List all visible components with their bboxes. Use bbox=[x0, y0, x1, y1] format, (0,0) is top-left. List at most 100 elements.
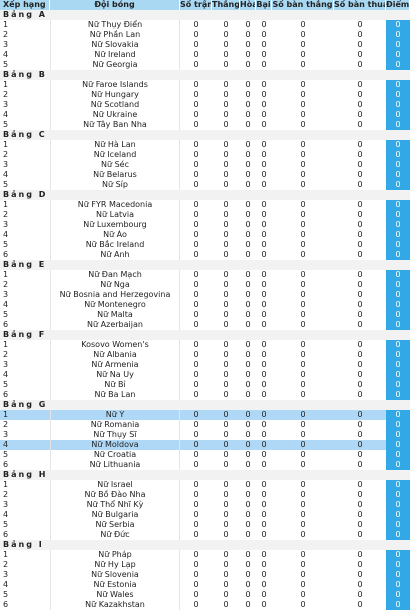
table-row[interactable]: 3 Nữ Slovakia 0 0 0 0 0 0 0 bbox=[0, 40, 410, 50]
header-team[interactable]: Đội bóng bbox=[50, 0, 180, 10]
table-row[interactable]: 5 Nữ Tây Ban Nha 0 0 0 0 0 0 0 bbox=[0, 120, 410, 130]
table-row[interactable]: 1 Nữ FYR Macedonia 0 0 0 0 0 0 0 bbox=[0, 200, 410, 210]
team-name[interactable]: Nữ Na Uy bbox=[50, 370, 180, 380]
team-name[interactable]: Nữ Thổ Nhĩ Kỳ bbox=[50, 500, 180, 510]
table-row[interactable]: 5 Nữ Serbia 0 0 0 0 0 0 0 bbox=[0, 520, 410, 530]
table-row[interactable]: 2 Nữ Nga 0 0 0 0 0 0 0 bbox=[0, 280, 410, 290]
table-row[interactable]: 4 Nữ Belarus 0 0 0 0 0 0 0 bbox=[0, 170, 410, 180]
table-row[interactable]: 3 Nữ Thổ Nhĩ Kỳ 0 0 0 0 0 0 0 bbox=[0, 500, 410, 510]
team-name[interactable]: Nữ Anh bbox=[50, 250, 180, 260]
team-name[interactable]: Nữ Moldova bbox=[50, 440, 180, 450]
team-name[interactable]: Nữ Pháp bbox=[50, 550, 180, 560]
team-name[interactable]: Nữ Faroe Islands bbox=[50, 80, 180, 90]
table-row[interactable]: 2 Nữ Latvia 0 0 0 0 0 0 0 bbox=[0, 210, 410, 220]
table-row[interactable]: 5 Nữ Síp 0 0 0 0 0 0 0 bbox=[0, 180, 410, 190]
table-row[interactable]: 6 Nữ Azerbaijan 0 0 0 0 0 0 0 bbox=[0, 320, 410, 330]
table-row[interactable]: 5 Nữ Georgia 0 0 0 0 0 0 0 bbox=[0, 60, 410, 70]
team-name[interactable]: Nữ Nga bbox=[50, 280, 180, 290]
team-name[interactable]: Nữ Armenia bbox=[50, 360, 180, 370]
team-name[interactable]: Nữ Belarus bbox=[50, 170, 180, 180]
team-name[interactable]: Nữ Ý bbox=[50, 410, 180, 420]
table-row[interactable]: 5 Nữ Malta 0 0 0 0 0 0 0 bbox=[0, 310, 410, 320]
team-name[interactable]: Nữ Đan Mạch bbox=[50, 270, 180, 280]
table-row[interactable]: 4 Nữ Bulgaria 0 0 0 0 0 0 0 bbox=[0, 510, 410, 520]
table-row[interactable]: 1 Nữ Pháp 0 0 0 0 0 0 0 bbox=[0, 550, 410, 560]
table-row[interactable]: 1 Nữ Đan Mạch 0 0 0 0 0 0 0 bbox=[0, 270, 410, 280]
team-name[interactable]: Nữ Hungary bbox=[50, 90, 180, 100]
table-row[interactable]: 2 Nữ Bồ Đào Nha 0 0 0 0 0 0 0 bbox=[0, 490, 410, 500]
table-row[interactable]: 6 Nữ Kazakhstan 0 0 0 0 0 0 0 bbox=[0, 600, 410, 610]
team-name[interactable]: Nữ Ireland bbox=[50, 50, 180, 60]
table-row[interactable]: 6 Nữ Anh 0 0 0 0 0 0 0 bbox=[0, 250, 410, 260]
team-name[interactable]: Nữ Serbia bbox=[50, 520, 180, 530]
table-row[interactable]: 2 Nữ Hungary 0 0 0 0 0 0 0 bbox=[0, 90, 410, 100]
table-row[interactable]: 4 Nữ Moldova 0 0 0 0 0 0 0 bbox=[0, 440, 410, 450]
table-row[interactable]: 1 Nữ Israel 0 0 0 0 0 0 0 bbox=[0, 480, 410, 490]
table-row[interactable]: 3 Nữ Armenia 0 0 0 0 0 0 0 bbox=[0, 360, 410, 370]
team-name[interactable]: Nữ Tây Ban Nha bbox=[50, 120, 180, 130]
team-name[interactable]: Nữ Slovenia bbox=[50, 570, 180, 580]
table-row[interactable]: 6 Nữ Đức 0 0 0 0 0 0 0 bbox=[0, 530, 410, 540]
header-drawn[interactable]: Hòa bbox=[240, 0, 256, 10]
team-name[interactable]: Nữ Albania bbox=[50, 350, 180, 360]
team-name[interactable]: Nữ Scotland bbox=[50, 100, 180, 110]
table-row[interactable]: 2 Nữ Phần Lan 0 0 0 0 0 0 0 bbox=[0, 30, 410, 40]
table-row[interactable]: 3 Nữ Luxembourg 0 0 0 0 0 0 0 bbox=[0, 220, 410, 230]
team-name[interactable]: Nữ Wales bbox=[50, 590, 180, 600]
team-name[interactable]: Nữ Estonia bbox=[50, 580, 180, 590]
table-row[interactable]: 2 Nữ Albania 0 0 0 0 0 0 0 bbox=[0, 350, 410, 360]
header-rank[interactable]: Xếp hạng bbox=[0, 0, 50, 10]
team-name[interactable]: Nữ Israel bbox=[50, 480, 180, 490]
team-name[interactable]: Nữ Kazakhstan bbox=[50, 600, 180, 610]
header-won[interactable]: Thắng bbox=[212, 0, 240, 10]
team-name[interactable]: Nữ Bulgaria bbox=[50, 510, 180, 520]
table-row[interactable]: 3 Nữ Thụy Sĩ 0 0 0 0 0 0 0 bbox=[0, 430, 410, 440]
table-row[interactable]: 4 Nữ Ireland 0 0 0 0 0 0 0 bbox=[0, 50, 410, 60]
table-row[interactable]: 4 Nữ Ukraine 0 0 0 0 0 0 0 bbox=[0, 110, 410, 120]
table-row[interactable]: 3 Nữ Séc 0 0 0 0 0 0 0 bbox=[0, 160, 410, 170]
team-name[interactable]: Nữ Georgia bbox=[50, 60, 180, 70]
team-name[interactable]: Nữ Bỉ bbox=[50, 380, 180, 390]
header-goals-against[interactable]: Số bàn thua bbox=[334, 0, 386, 10]
table-row[interactable]: 5 Nữ Wales 0 0 0 0 0 0 0 bbox=[0, 590, 410, 600]
table-row[interactable]: 5 Nữ Bắc Ireland 0 0 0 0 0 0 0 bbox=[0, 240, 410, 250]
team-name[interactable]: Nữ Azerbaijan bbox=[50, 320, 180, 330]
table-row[interactable]: 1 Nữ Thụy Điển 0 0 0 0 0 0 0 bbox=[0, 20, 410, 30]
team-name[interactable]: Nữ Bosnia and Herzegovina bbox=[50, 290, 180, 300]
team-name[interactable]: Nữ Thụy Sĩ bbox=[50, 430, 180, 440]
team-name[interactable]: Nữ Montenegro bbox=[50, 300, 180, 310]
team-name[interactable]: Nữ Bắc Ireland bbox=[50, 240, 180, 250]
table-row[interactable]: 3 Nữ Scotland 0 0 0 0 0 0 0 bbox=[0, 100, 410, 110]
team-name[interactable]: Nữ Croatia bbox=[50, 450, 180, 460]
team-name[interactable]: Kosovo Women's bbox=[50, 340, 180, 350]
team-name[interactable]: Nữ Slovakia bbox=[50, 40, 180, 50]
team-name[interactable]: Nữ Thụy Điển bbox=[50, 20, 180, 30]
team-name[interactable]: Nữ Hy Lạp bbox=[50, 560, 180, 570]
team-name[interactable]: Nữ Romania bbox=[50, 420, 180, 430]
team-name[interactable]: Nữ Latvia bbox=[50, 210, 180, 220]
team-name[interactable]: Nữ Iceland bbox=[50, 150, 180, 160]
table-row[interactable]: 5 Nữ Bỉ 0 0 0 0 0 0 0 bbox=[0, 380, 410, 390]
team-name[interactable]: Nữ Ba Lan bbox=[50, 390, 180, 400]
team-name[interactable]: Nữ Luxembourg bbox=[50, 220, 180, 230]
table-row[interactable]: 1 Nữ Faroe Islands 0 0 0 0 0 0 0 bbox=[0, 80, 410, 90]
header-played[interactable]: Số trận bbox=[180, 0, 212, 10]
header-points[interactable]: Điểm bbox=[386, 0, 410, 10]
table-row[interactable]: 3 Nữ Bosnia and Herzegovina 0 0 0 0 0 0 0 bbox=[0, 290, 410, 300]
team-name[interactable]: Nữ Phần Lan bbox=[50, 30, 180, 40]
team-name[interactable]: Nữ FYR Macedonia bbox=[50, 200, 180, 210]
table-row[interactable]: 3 Nữ Slovenia 0 0 0 0 0 0 0 bbox=[0, 570, 410, 580]
header-lost[interactable]: Bại bbox=[256, 0, 272, 10]
team-name[interactable]: Nữ Lithuania bbox=[50, 460, 180, 470]
team-name[interactable]: Nữ Ukraine bbox=[50, 110, 180, 120]
table-row[interactable]: 6 Nữ Ba Lan 0 0 0 0 0 0 0 bbox=[0, 390, 410, 400]
header-goals-for[interactable]: Số bàn thắng bbox=[272, 0, 334, 10]
table-row[interactable]: 5 Nữ Croatia 0 0 0 0 0 0 0 bbox=[0, 450, 410, 460]
table-row[interactable]: 4 Nữ Áo 0 0 0 0 0 0 0 bbox=[0, 230, 410, 240]
table-row[interactable]: 4 Nữ Montenegro 0 0 0 0 0 0 0 bbox=[0, 300, 410, 310]
table-row[interactable]: 1 Nữ Ý 0 0 0 0 0 0 0 bbox=[0, 410, 410, 420]
table-row[interactable]: 1 Nữ Hà Lan 0 0 0 0 0 0 0 bbox=[0, 140, 410, 150]
table-row[interactable]: 4 Nữ Na Uy 0 0 0 0 0 0 0 bbox=[0, 370, 410, 380]
table-row[interactable]: 2 Nữ Iceland 0 0 0 0 0 0 0 bbox=[0, 150, 410, 160]
table-row[interactable]: 2 Nữ Romania 0 0 0 0 0 0 0 bbox=[0, 420, 410, 430]
